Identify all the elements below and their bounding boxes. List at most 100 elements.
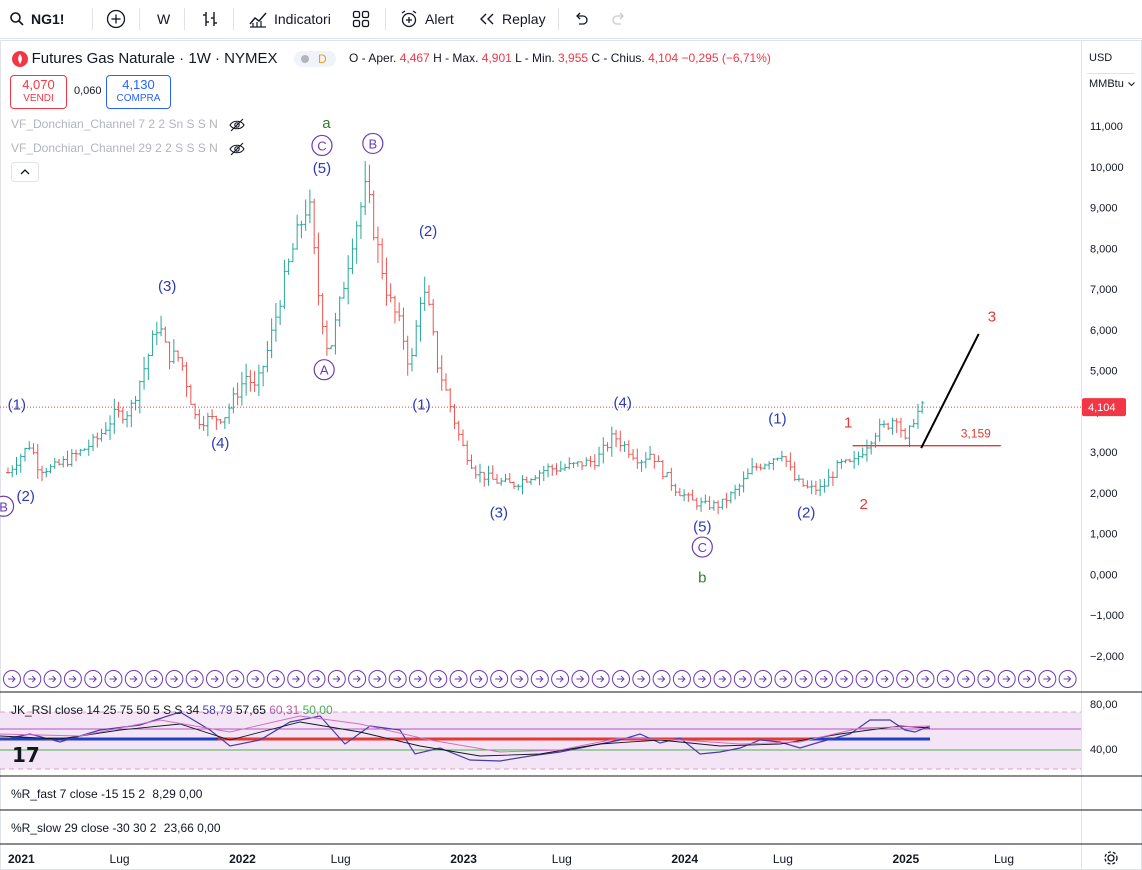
redo-icon <box>612 12 624 25</box>
wave-label-circle <box>313 359 335 381</box>
rsi-signal-line <box>0 721 931 757</box>
donchian-marker-arrow <box>1002 675 1011 683</box>
donchian-marker-arrow <box>677 675 686 683</box>
x-tick-label: 2024 <box>671 852 698 866</box>
indicator-donchian-29[interactable]: VF_Donchian_Channel 29 2 2 S S S N <box>11 141 245 156</box>
collapse-legend-button[interactable] <box>11 162 39 182</box>
undo-button[interactable] <box>572 9 590 29</box>
rsi-pink-line <box>0 715 931 753</box>
donchian-marker-arrow <box>190 675 199 683</box>
wave-label: B <box>368 136 377 151</box>
donchian-marker-arrow <box>617 675 625 683</box>
y-tick-label: 10,000 <box>1090 162 1124 174</box>
wave-label: b <box>698 570 706 587</box>
symbol-label: NG1! <box>31 11 65 27</box>
rsi-label: JK_RSI close 14 25 75 50 5 S S 34 <box>11 703 200 717</box>
undo-icon <box>576 12 588 25</box>
rsi-line <box>0 711 931 762</box>
chart-legend[interactable]: Futures Gas Naturale · 1W · NYMEX <box>12 50 278 67</box>
toolbar-divider <box>92 8 93 30</box>
wave-label: (3) <box>490 504 508 521</box>
currency-label[interactable]: USD <box>1089 52 1113 64</box>
y-tick-label: 7,000 <box>1090 284 1118 296</box>
donchian-marker-arrow <box>799 675 808 683</box>
wave-label: A <box>320 363 329 378</box>
spread-value: 0,060 <box>74 85 102 97</box>
sell-button[interactable]: 4,070 VENDI <box>10 75 67 109</box>
donchian-marker-arrow <box>880 675 889 683</box>
x-tick-label: Lug <box>331 852 351 866</box>
wave-label: B <box>0 499 8 514</box>
chart-area[interactable]: 17 11,000 10,000 9,000 8,000 7,000 6,000 5,000… <box>0 40 1142 870</box>
open-value: 4,467 <box>399 51 430 65</box>
donchian-marker-arrow <box>251 675 260 683</box>
wave-label: (2) <box>419 223 437 240</box>
eye-off-icon[interactable] <box>229 118 245 132</box>
donchian-marker-arrow <box>637 675 646 683</box>
donchian-marker-arrow <box>292 675 300 683</box>
donchian-marker-arrow <box>779 675 788 683</box>
chart-canvas[interactable]: 17 11,00010,0009,0008,0007,0006,0005,000… <box>0 40 1142 870</box>
wave-label: 1 <box>844 415 852 432</box>
wave-label-circle <box>691 536 713 558</box>
donchian-marker-arrow <box>150 675 158 683</box>
indicators-icon <box>249 12 267 28</box>
sell-price: 4,070 <box>22 77 55 92</box>
donchian-marker-arrow <box>657 675 666 683</box>
buy-button[interactable]: 4,130 COMPRA <box>106 75 171 109</box>
replay-button[interactable]: Replay <box>478 9 546 29</box>
close-value: 4,104 <box>648 51 679 65</box>
x-tick-label: Lug <box>773 852 793 866</box>
symbol-search[interactable]: NG1! <box>9 9 64 29</box>
alert-button[interactable]: Alert <box>399 9 454 29</box>
x-tick-label: 2023 <box>450 852 477 866</box>
indicator-donchian-7[interactable]: VF_Donchian_Channel 7 2 2 Sn S S N <box>11 117 245 132</box>
donchian-marker-arrow <box>840 675 849 683</box>
donchian-marker-arrow <box>738 675 747 683</box>
donchian-marker-arrow <box>1043 675 1052 683</box>
donchian-marker-arrow <box>393 675 402 683</box>
rsi-value-4: 50,00 <box>302 703 333 717</box>
chart-type-button[interactable] <box>200 9 220 29</box>
donchian-marker-arrow <box>474 675 483 683</box>
toolbar-divider <box>233 8 234 30</box>
donchian-marker-arrow <box>576 675 585 683</box>
redo-button[interactable] <box>610 9 628 29</box>
compare-button[interactable] <box>106 9 126 29</box>
wave-label: C <box>698 540 707 555</box>
plus-circle-icon <box>106 9 126 29</box>
wave-label: (4) <box>614 394 632 411</box>
donchian-marker-arrow <box>820 675 828 683</box>
donchian-marker-arrow <box>332 675 341 683</box>
rslow-legend[interactable]: %R_slow 29 close -30 30 2 23,66 0,00 <box>11 821 221 835</box>
eye-off-icon[interactable] <box>229 142 245 156</box>
donchian-marker-arrow <box>170 675 179 683</box>
x-tick-label: 2022 <box>229 852 256 866</box>
donchian-marker-arrow <box>718 675 727 683</box>
donchian-marker-arrow <box>48 675 57 683</box>
delayed-badge[interactable]: D <box>294 51 336 67</box>
donchian-marker-arrow <box>1063 675 1072 683</box>
y-tick-label: 0,000 <box>1090 569 1118 581</box>
high-value: 4,901 <box>481 51 512 65</box>
tradingview-logo: 17 <box>12 743 40 767</box>
donchian-markers <box>3 670 1077 688</box>
rfast-legend[interactable]: %R_fast 7 close -15 15 2 8,29 0,00 <box>11 787 202 801</box>
rfast-value-1: 8,29 <box>152 787 176 801</box>
symbol-logo-icon <box>12 50 28 67</box>
interval-button[interactable]: W <box>157 9 170 29</box>
wave-label: (2) <box>797 504 815 521</box>
unit-selector[interactable]: MMBtu <box>1087 73 1135 94</box>
indicators-button[interactable]: Indicatori <box>248 9 331 29</box>
toolbar-divider <box>385 8 386 30</box>
gear-icon[interactable] <box>1103 850 1119 866</box>
wave-label: 2 <box>860 496 868 513</box>
donchian-marker-arrow <box>535 675 544 683</box>
interval-label: W <box>157 11 171 27</box>
donchian-marker-arrow <box>8 675 16 683</box>
rsi-value-1: 58,79 <box>202 703 233 717</box>
chart-title: Futures Gas Naturale · 1W · NYMEX <box>31 50 278 68</box>
y-tick-label: 11,000 <box>1090 121 1123 133</box>
rsi-legend[interactable]: JK_RSI close 14 25 75 50 5 S S 34 58,79 … <box>11 703 333 717</box>
layouts-button[interactable] <box>352 9 370 29</box>
